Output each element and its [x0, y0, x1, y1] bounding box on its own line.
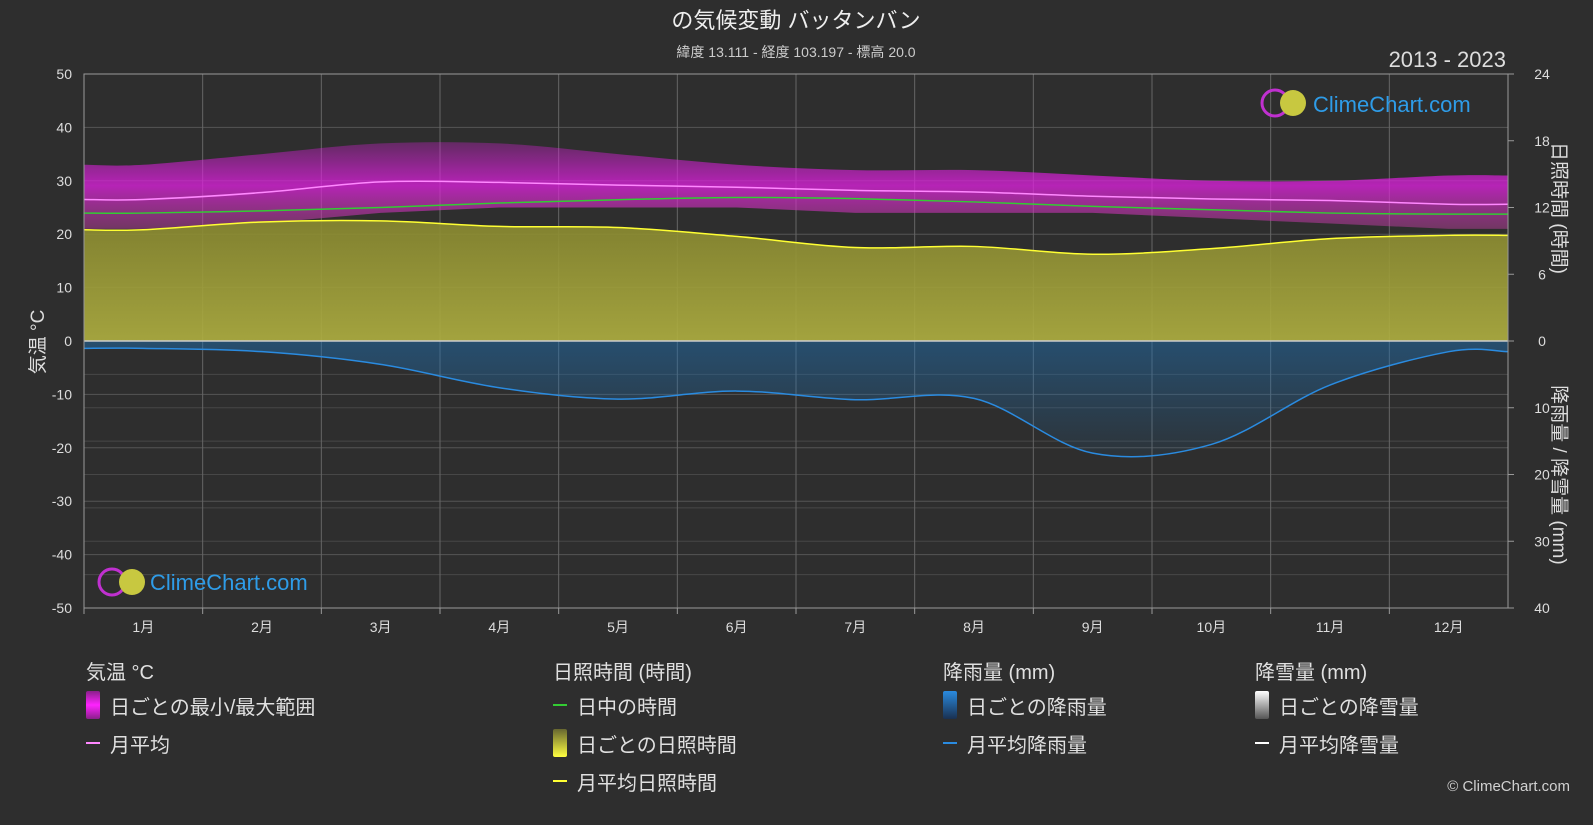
legend-item-daylight: 日中の時間 — [553, 686, 737, 724]
daylight-swatch — [553, 704, 567, 706]
legend-sunshine-avg-label: 月平均日照時間 — [577, 772, 717, 795]
left-tick-label: 50 — [56, 66, 72, 82]
legend-sunshine-title: 日照時間 (時間) — [553, 662, 692, 684]
sunshine-area-fill — [84, 220, 1508, 341]
legend-sunshine: 日照時間 (時間) 日中の時間 日ごとの日照時間 月平均日照時間 — [553, 660, 737, 800]
legend-temp-avg-label: 月平均 — [110, 734, 170, 757]
temp-avg-swatch — [86, 742, 100, 744]
brand-name-top: ClimeChart.com — [1313, 92, 1471, 117]
left-tick-label: 40 — [56, 119, 72, 135]
sunshine-avg-swatch — [553, 780, 567, 782]
chart-title: の気候変動 バッタンバン — [671, 8, 920, 33]
axes: 50 40 30 20 10 0 -10 -20 -30 -40 -50 24 18 12 6 0 10 20 30… — [52, 66, 1550, 635]
rain-area-fill — [84, 341, 1508, 457]
month-label: 2月 — [251, 619, 273, 635]
climate-chart: の気候変動 バッタンバン 緯度 13.111 - 経度 103.197 - 標高… — [27, 8, 1570, 635]
right-top-tick-label: 18 — [1534, 133, 1550, 149]
left-tick-label: 30 — [56, 173, 72, 189]
left-tick-label: 10 — [56, 280, 72, 296]
series-lines — [83, 180, 1509, 458]
right-bottom-tick-label: 10 — [1534, 400, 1550, 416]
snow-daily-swatch — [1255, 691, 1269, 719]
legend-rain-title: 降雨量 (mm) — [943, 662, 1056, 684]
legend-daylight-label: 日中の時間 — [577, 696, 677, 719]
temperature-range-band — [84, 142, 1508, 229]
legend-snow: 降雪量 (mm) 日ごとの降雪量 月平均降雪量 — [1255, 660, 1419, 762]
brand-logo-bottom[interactable]: ClimeChart.com — [97, 567, 308, 597]
legend-item-sunshine-avg: 月平均日照時間 — [553, 762, 737, 800]
logo-sun-icon — [119, 569, 145, 595]
left-tick-label: 20 — [56, 226, 72, 242]
right-axis-label-top: 日照時間 (時間) — [1548, 142, 1570, 274]
rain-avg-swatch — [943, 742, 957, 744]
legend-item-snow-avg: 月平均降雪量 — [1255, 724, 1419, 762]
month-label: 4月 — [488, 619, 510, 635]
right-axis-label-bottom: 降雨量 / 降雪量 (mm) — [1548, 385, 1570, 564]
sunshine-avg-line — [83, 219, 1509, 255]
month-label: 7月 — [844, 619, 866, 635]
legend-item-sunshine-daily: 日ごとの日照時間 — [553, 724, 737, 762]
month-label: 12月 — [1434, 619, 1464, 635]
legend: 気温 °C 日ごとの最小/最大範囲 月平均 日照時間 (時間) 日中の時間 日ご… — [0, 660, 1593, 825]
legend-sunshine-daily-label: 日ごとの日照時間 — [577, 734, 737, 757]
legend-rain-avg-label: 月平均降雨量 — [967, 734, 1087, 757]
left-tick-label: 0 — [64, 333, 72, 349]
month-label: 1月 — [132, 619, 154, 635]
left-tick-label: -50 — [52, 600, 72, 616]
legend-snow-title: 降雪量 (mm) — [1255, 662, 1368, 684]
rain-daily-swatch — [943, 691, 957, 719]
legend-temperature-title: 気温 °C — [86, 662, 154, 684]
legend-snow-daily-label: 日ごとの降雪量 — [1279, 696, 1419, 719]
right-top-tick-label: 6 — [1538, 266, 1546, 282]
month-label: 10月 — [1197, 619, 1227, 635]
left-tick-label: -40 — [52, 547, 72, 563]
legend-item-rain-avg: 月平均降雨量 — [943, 724, 1107, 762]
legend-temperature: 気温 °C 日ごとの最小/最大範囲 月平均 — [86, 660, 315, 762]
month-label: 6月 — [726, 619, 748, 635]
legend-snow-avg-label: 月平均降雪量 — [1279, 734, 1399, 757]
month-label: 3月 — [370, 619, 392, 635]
legend-rain-daily-label: 日ごとの降雨量 — [967, 696, 1107, 719]
right-bottom-tick-label: 40 — [1534, 600, 1550, 616]
daylight-line — [83, 196, 1509, 216]
right-bottom-tick-label: 30 — [1534, 533, 1550, 549]
temp-range-swatch — [86, 691, 100, 719]
year-range: 2013 - 2023 — [1389, 47, 1506, 72]
copyright: © ClimeChart.com — [1447, 778, 1570, 795]
rain-avg-line — [83, 347, 1509, 458]
temp-avg-line — [83, 180, 1509, 206]
brand-logo-top[interactable]: ClimeChart.com — [1260, 88, 1471, 118]
legend-item-temp-range: 日ごとの最小/最大範囲 — [86, 686, 315, 724]
right-top-tick-label: 12 — [1534, 200, 1550, 216]
legend-item-rain-daily: 日ごとの降雨量 — [943, 686, 1107, 724]
legend-rain: 降雨量 (mm) 日ごとの降雨量 月平均降雨量 — [943, 660, 1107, 762]
sunshine-daily-swatch — [553, 729, 567, 757]
month-label: 9月 — [1082, 619, 1104, 635]
right-bottom-tick-label: 20 — [1534, 467, 1550, 483]
legend-temp-range-label: 日ごとの最小/最大範囲 — [110, 696, 316, 719]
sunshine-area — [84, 220, 1508, 341]
rain-area — [84, 341, 1508, 457]
legend-item-snow-daily: 日ごとの降雪量 — [1255, 686, 1419, 724]
left-tick-label: -30 — [52, 493, 72, 509]
logo-sun-icon — [1280, 90, 1306, 116]
month-label: 5月 — [607, 619, 629, 635]
temp-range-area — [84, 142, 1508, 229]
snow-avg-swatch — [1255, 742, 1269, 744]
month-label: 8月 — [963, 619, 985, 635]
left-tick-label: -20 — [52, 440, 72, 456]
brand-name-bottom: ClimeChart.com — [150, 570, 308, 595]
month-label: 11月 — [1316, 619, 1345, 635]
left-tick-label: -10 — [52, 386, 72, 402]
right-top-tick-label: 0 — [1538, 333, 1546, 349]
chart-subtitle: 緯度 13.111 - 経度 103.197 - 標高 20.0 — [676, 44, 915, 60]
legend-item-temp-avg: 月平均 — [86, 724, 315, 762]
left-axis-label: 気温 °C — [27, 310, 49, 375]
right-top-tick-label: 24 — [1534, 66, 1550, 82]
